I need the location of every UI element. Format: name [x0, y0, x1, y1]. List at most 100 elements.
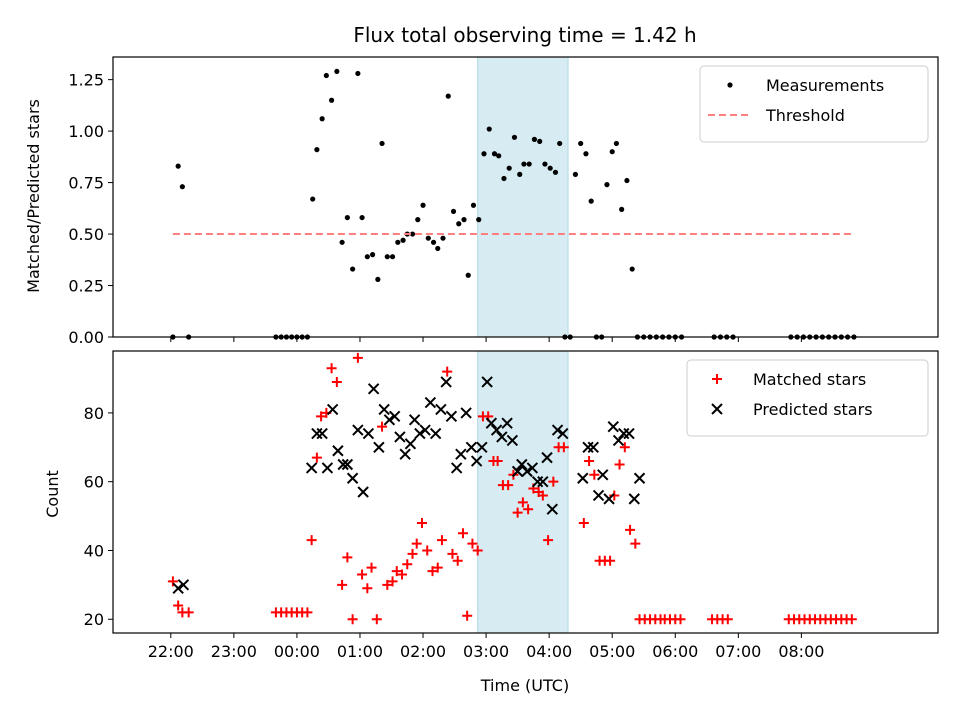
measurement-point — [624, 177, 630, 184]
matched-star-marker — [630, 538, 641, 549]
matched-star-marker — [306, 535, 317, 546]
top-panel: 0.00 0.25 0.50 0.75 1.00 1.25 Measurements Thre… — [68, 56, 939, 347]
matched-star-marker — [427, 566, 438, 577]
matched-star-marker — [517, 497, 528, 508]
matched-star-marker — [377, 421, 388, 432]
measurement-point — [339, 239, 345, 245]
matched-star-marker — [467, 538, 478, 549]
y-tick-label: 80 — [84, 404, 104, 423]
matched-star-marker — [382, 579, 393, 590]
measurement-point — [465, 272, 471, 278]
x-tick-label: 08:00 — [778, 642, 824, 661]
predicted-star-marker — [373, 441, 385, 454]
x-tick-label: 03:00 — [463, 642, 509, 661]
top-chart-title: Flux total observing time = 1.42 h — [353, 23, 696, 47]
matched-star-marker — [457, 528, 468, 539]
matched-star-marker — [605, 555, 616, 566]
predicted-star-marker — [332, 445, 344, 457]
predicted-star-marker — [440, 376, 452, 388]
x-tick-label: 01:00 — [337, 642, 383, 661]
predicted-star-marker — [305, 462, 318, 474]
matched-star-marker — [512, 507, 523, 518]
predicted-star-marker — [408, 414, 421, 426]
matched-star-marker — [337, 579, 348, 590]
predicted-star-marker — [337, 458, 349, 471]
measurement-point — [572, 171, 579, 177]
predicted-star-marker — [481, 376, 493, 388]
x-tick-label: 23:00 — [211, 642, 257, 661]
x-tick-label: 05:00 — [589, 642, 635, 661]
measurement-point — [384, 254, 390, 260]
measurement-point — [537, 138, 543, 145]
y-tick-label: 60 — [84, 473, 104, 492]
predicted-star-marker — [537, 475, 549, 488]
y-tick-label: 0.75 — [68, 174, 104, 193]
matched-star-marker — [472, 545, 483, 556]
predicted-star-marker — [378, 403, 390, 416]
matched-star-marker — [167, 576, 178, 587]
matched-star-marker — [371, 614, 382, 625]
measurement-point — [334, 68, 340, 75]
measurement-point — [395, 239, 401, 245]
measurement-point — [314, 147, 320, 153]
matched-star-marker — [578, 517, 589, 528]
predicted-star-marker — [476, 441, 488, 454]
matched-star-marker — [584, 456, 595, 467]
matched-star-marker — [548, 476, 559, 487]
measurement-point — [450, 208, 457, 215]
measurement-point — [629, 266, 635, 272]
legend-box — [699, 65, 929, 143]
predicted-star-marker — [603, 493, 615, 505]
predicted-star-marker — [607, 420, 619, 433]
predicted-star-marker — [587, 441, 599, 454]
matched-star-marker — [407, 548, 418, 559]
measurement-point — [409, 231, 416, 237]
matched-star-marker — [397, 569, 408, 580]
y-tick-label: 0.25 — [68, 277, 104, 296]
y-tick-label: 0.00 — [68, 328, 104, 347]
measurement-point — [619, 206, 625, 212]
matched-star-marker — [352, 352, 363, 363]
matched-star-marker — [675, 614, 686, 625]
predicted-star-marker — [404, 438, 417, 450]
legend-label: Threshold — [765, 106, 845, 125]
top-highlight-span — [477, 56, 569, 338]
predicted-star-marker — [628, 493, 640, 505]
measurement-point — [389, 254, 396, 260]
measurement-point — [481, 151, 487, 157]
measurement-point — [350, 266, 356, 272]
predicted-star-marker — [346, 472, 359, 484]
measurement-point — [604, 182, 610, 188]
predicted-star-marker — [592, 489, 605, 502]
predicted-star-marker — [429, 427, 442, 440]
bottom-legend: Matched stars Predicted stars — [686, 359, 929, 437]
predicted-star-marker — [399, 448, 411, 460]
predicted-star-marker — [455, 448, 467, 460]
measurement-point — [310, 196, 316, 202]
matched-star-marker — [387, 576, 398, 587]
legend-label: Matched stars — [753, 370, 866, 389]
matched-star-marker — [609, 490, 620, 501]
x-tick-label: 07:00 — [715, 642, 761, 661]
measurement-point — [369, 252, 376, 258]
bottom-x-axis-label: Time (UTC) — [480, 676, 569, 695]
y-tick-label: 20 — [84, 610, 104, 629]
measurement-point — [435, 245, 441, 252]
matched-star-marker — [442, 366, 453, 377]
matched-star-marker — [366, 562, 377, 573]
matched-star-marker — [422, 545, 433, 556]
predicted-star-marker — [383, 414, 396, 426]
matched-star-marker — [326, 363, 337, 374]
predicted-star-marker — [501, 417, 513, 429]
bottom-panel: 20 40 60 80 22:00 23:00 00:00 01:00 02:00 03:00 04… — [84, 350, 939, 661]
measurement-point — [583, 151, 589, 157]
measurement-point — [491, 151, 498, 157]
measurement-point — [470, 202, 477, 208]
predicted-star-marker — [546, 503, 559, 515]
matched-star-marker — [614, 459, 625, 470]
measurement-point — [175, 163, 181, 169]
predicted-star-marker — [551, 424, 564, 436]
predicted-star-marker — [414, 427, 426, 440]
matched-star-marker — [391, 566, 402, 577]
